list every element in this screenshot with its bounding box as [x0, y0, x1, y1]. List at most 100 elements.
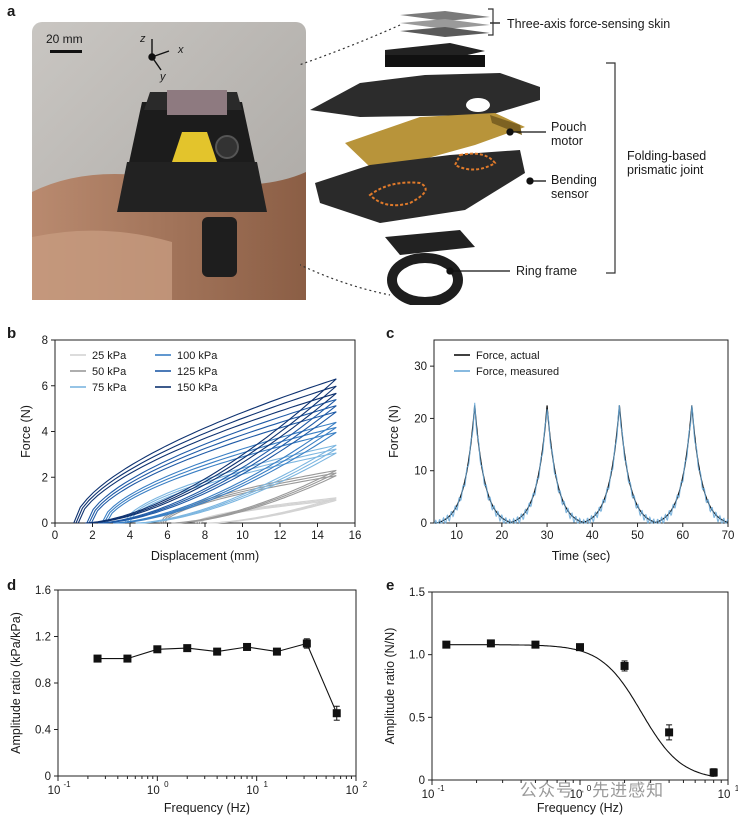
x-tick-label: 10: [48, 785, 61, 797]
y-tick-label: 1.6: [35, 585, 51, 597]
label-bending-1: Bending: [551, 173, 597, 187]
y-tick-label: 0.4: [35, 725, 52, 737]
x-tick-label: 10: [147, 785, 160, 797]
x-tick-exponent: 0: [587, 784, 592, 793]
data-point: [531, 640, 540, 649]
leader-lines: [446, 22, 546, 275]
y-tick-label: 4: [42, 427, 49, 439]
y-tick-label: 2: [42, 472, 48, 484]
data-point: [665, 728, 674, 737]
label-joint-1: Folding-based: [627, 149, 707, 163]
axis-x-label: x: [178, 44, 184, 56]
data-point: [620, 661, 629, 670]
label-skin: Three-axis force-sensing skin: [507, 17, 671, 31]
x-tick-label: 20: [495, 530, 508, 542]
x-tick-label: 0: [52, 530, 58, 542]
callout-lines: [300, 24, 401, 296]
data-point: [332, 709, 341, 718]
series-loop-150-kPa: [75, 385, 337, 524]
data-point: [486, 639, 495, 648]
series-loop-50-kPa: [161, 472, 337, 524]
x-tick-label: 30: [541, 530, 554, 542]
legend-label: 75 kPa: [92, 382, 127, 394]
brackets: [488, 8, 616, 274]
y-tick-label: 30: [414, 361, 427, 373]
device-body: [117, 90, 267, 277]
data-point: [709, 768, 718, 777]
x-tick-label: 16: [349, 530, 362, 542]
y-tick-label: 0.5: [409, 712, 425, 724]
x-axis-label: Displacement (mm): [151, 549, 259, 563]
scale-bar-label: 20 mm: [46, 32, 83, 46]
x-axis-label: Frequency (Hz): [537, 801, 623, 815]
legend-label: 125 kPa: [177, 366, 218, 378]
series-loop-125-kPa: [86, 398, 337, 524]
axis-y-label: y: [160, 71, 166, 83]
legend-label: 25 kPa: [92, 350, 127, 362]
scale-bar: [50, 50, 82, 53]
y-axis-label: Force (N): [387, 405, 401, 458]
x-tick-label: 14: [311, 530, 324, 542]
series-loop-25-kPa: [199, 499, 337, 524]
axis-z-label: z: [140, 33, 146, 45]
upper-frame: [310, 73, 540, 117]
y-tick-label: 1.5: [409, 587, 425, 599]
series-loop-100-kPa: [101, 421, 337, 524]
y-tick-label: 6: [42, 381, 48, 393]
series-loop-125-kPa: [90, 411, 337, 524]
top-plate: [385, 43, 485, 67]
series-loop-50-kPa: [159, 469, 337, 524]
watermark: 公众号 · 先进感知: [520, 781, 665, 800]
label-pouch-1: Pouch: [551, 120, 587, 134]
panel-label-a: a: [7, 3, 16, 20]
data-point: [153, 645, 162, 654]
series-loop-100-kPa: [105, 431, 337, 524]
data-point: [213, 647, 222, 656]
device-photo: [32, 22, 306, 300]
y-axis-label: Amplitude ratio (N/N): [383, 628, 397, 745]
x-tick-label: 60: [676, 530, 689, 542]
y-axis-label: Force (N): [19, 405, 33, 458]
series-loop-150-kPa: [77, 392, 337, 524]
legend-label: 100 kPa: [177, 350, 218, 362]
plot-frame: [57, 589, 357, 777]
legend-label: 150 kPa: [177, 382, 218, 394]
x-tick-label: 10: [422, 789, 435, 801]
y-tick-label: 1.0: [409, 650, 425, 662]
x-tick-label: 8: [202, 530, 208, 542]
x-tick-exponent: 1: [735, 784, 738, 793]
ring-frame-shape: [385, 230, 475, 305]
x-tick-exponent: 0: [164, 780, 169, 789]
panel-label-c: c: [386, 325, 395, 342]
data-point: [442, 640, 451, 649]
data-point: [123, 654, 132, 663]
x-axis-label: Time (sec): [552, 549, 611, 563]
series-line-measured: [434, 402, 729, 524]
data-point: [576, 643, 584, 652]
x-tick-exponent: -1: [63, 780, 71, 789]
axis-triad: [148, 39, 170, 71]
series-loop-150-kPa: [73, 378, 337, 524]
chart-c: 10 20 30 40 50 60 70 0 10 20 30 Time (sec) Force (N)…: [387, 339, 735, 563]
y-tick-label: 0.8: [35, 678, 51, 690]
data-point: [272, 647, 281, 656]
x-tick-label: 70: [722, 530, 735, 542]
chart-b: 0 2 4 6 8 10 12 14 16 0 2 4 6 8 Displacement (mm) Force…: [19, 335, 362, 563]
lower-frame: [315, 150, 525, 223]
y-tick-label: 10: [414, 466, 427, 478]
y-tick-label: 0: [419, 775, 425, 787]
panel-label-e: e: [386, 577, 395, 594]
x-tick-label: 4: [127, 530, 134, 542]
series-loop-100-kPa: [103, 426, 337, 524]
data-point: [183, 644, 192, 653]
data-point: [302, 639, 311, 648]
series-loop-75-kPa: [128, 452, 337, 524]
skin-layers: [400, 11, 490, 37]
plot-frame: [431, 591, 729, 781]
y-tick-label: 20: [414, 413, 427, 425]
exploded-view: [300, 8, 616, 305]
x-tick-label: 50: [631, 530, 644, 542]
x-tick-label: 6: [164, 530, 170, 542]
